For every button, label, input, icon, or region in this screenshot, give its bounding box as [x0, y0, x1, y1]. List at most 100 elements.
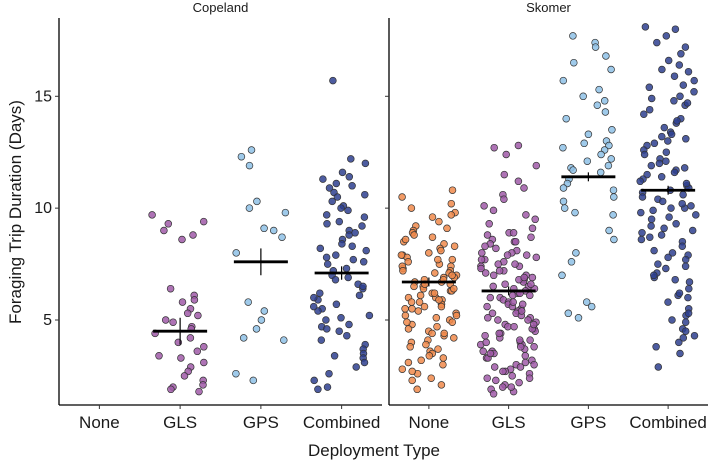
data-point	[692, 211, 700, 219]
data-point	[317, 336, 326, 344]
data-point	[518, 300, 527, 309]
data-point	[681, 318, 690, 326]
data-point	[351, 229, 359, 237]
data-point	[314, 385, 322, 394]
data-point	[484, 314, 492, 322]
data-point	[343, 331, 351, 340]
data-point	[640, 110, 648, 118]
data-point	[670, 168, 679, 177]
data-point	[408, 376, 416, 385]
data-point	[681, 327, 690, 335]
data-point	[495, 267, 504, 275]
data-point	[348, 182, 356, 190]
data-point	[404, 358, 413, 367]
data-point	[428, 233, 437, 241]
data-point	[569, 166, 577, 174]
data-point	[502, 150, 510, 159]
data-point	[260, 307, 269, 315]
data-point	[667, 130, 676, 139]
data-point	[244, 298, 252, 306]
x-tick-label: Combined	[629, 413, 707, 432]
data-point	[647, 215, 656, 224]
data-point	[180, 372, 189, 380]
data-point	[526, 336, 534, 344]
data-point	[647, 161, 656, 170]
data-point	[516, 343, 525, 351]
data-point	[169, 318, 177, 326]
data-point	[435, 217, 443, 226]
data-point	[682, 135, 690, 143]
data-point	[481, 269, 490, 277]
y-tick-label: 10	[34, 200, 52, 217]
data-point	[654, 260, 662, 268]
data-point	[596, 168, 605, 177]
data-point	[323, 220, 331, 228]
data-point	[322, 316, 330, 324]
data-point	[407, 298, 416, 306]
data-point	[564, 309, 573, 318]
data-point	[515, 378, 523, 387]
data-point	[338, 168, 347, 177]
data-point	[164, 220, 173, 228]
x-tick-label: Combined	[303, 413, 381, 432]
data-point	[668, 316, 676, 324]
data-point	[435, 296, 443, 304]
data-point	[602, 52, 610, 60]
data-point	[490, 363, 499, 371]
data-point	[342, 264, 351, 273]
data-point	[483, 231, 492, 239]
data-point	[450, 334, 458, 342]
data-point	[362, 246, 370, 255]
data-point	[684, 67, 693, 76]
data-point	[593, 101, 602, 109]
data-point	[325, 184, 334, 192]
data-point	[532, 253, 541, 262]
data-point	[414, 307, 423, 315]
data-point	[483, 374, 491, 382]
data-point	[398, 365, 407, 373]
y-axis-title: Foraging Trip Duration (Days)	[6, 100, 25, 324]
data-point	[425, 249, 433, 257]
data-point	[516, 363, 525, 371]
facet-panels: Copeland 5 10 15 None GLS GPS Combined Skomer Non…	[34, 0, 708, 432]
data-point	[323, 325, 331, 333]
data-point	[647, 94, 656, 103]
data-point	[605, 226, 613, 235]
data-point	[558, 271, 566, 280]
data-point	[494, 316, 502, 324]
data-point	[582, 298, 591, 306]
data-point	[428, 329, 436, 338]
data-point	[673, 117, 681, 125]
data-point	[637, 208, 645, 217]
data-point	[511, 237, 520, 246]
data-point	[646, 233, 654, 241]
data-point	[664, 298, 672, 306]
data-point	[664, 137, 672, 145]
data-point	[677, 50, 685, 58]
data-point	[448, 318, 457, 326]
data-point	[358, 222, 366, 230]
data-point	[332, 179, 341, 188]
data-point	[604, 161, 613, 170]
data-point	[333, 193, 342, 201]
data-point	[671, 25, 680, 33]
data-point	[647, 222, 655, 230]
x-tick-label: None	[409, 413, 450, 432]
data-point	[249, 376, 258, 385]
group-gls: GLS	[476, 141, 541, 432]
data-point	[167, 385, 175, 394]
data-point	[359, 258, 368, 266]
data-point	[508, 372, 516, 380]
data-point	[329, 76, 337, 85]
data-point	[281, 208, 290, 217]
data-point	[675, 338, 683, 347]
data-point	[527, 233, 535, 241]
data-point	[422, 340, 430, 349]
data-point	[681, 255, 690, 264]
data-point	[509, 298, 517, 306]
data-point	[416, 291, 425, 300]
data-point	[560, 204, 569, 212]
data-point	[406, 343, 414, 351]
data-point	[530, 343, 538, 351]
data-point	[660, 224, 668, 233]
